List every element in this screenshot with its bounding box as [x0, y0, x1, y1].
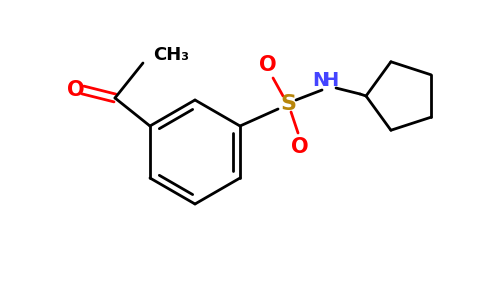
- Text: O: O: [291, 137, 309, 157]
- Text: CH₃: CH₃: [153, 46, 189, 64]
- Text: O: O: [67, 80, 85, 100]
- Text: S: S: [280, 94, 296, 114]
- Text: H: H: [322, 70, 338, 89]
- Text: N: N: [312, 70, 328, 89]
- Text: O: O: [259, 55, 277, 75]
